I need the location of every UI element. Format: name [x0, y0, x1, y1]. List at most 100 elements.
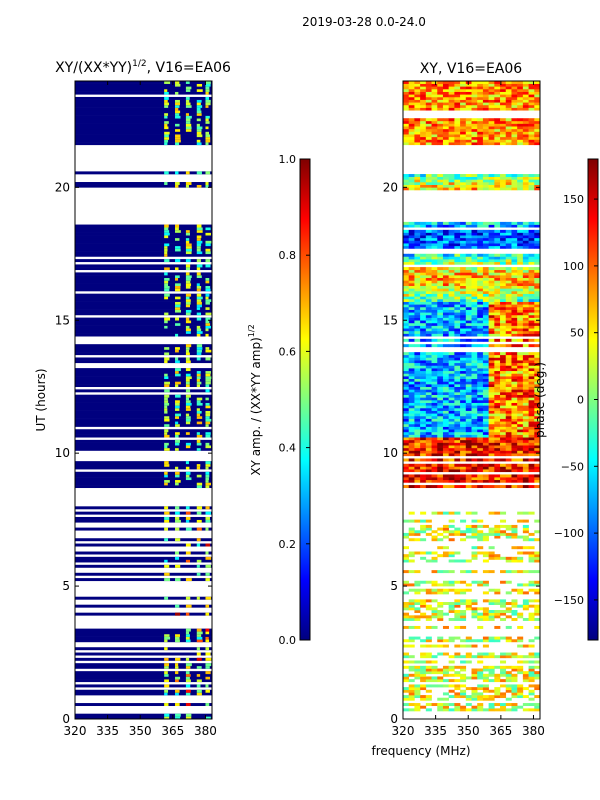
right-heatmap-cell — [414, 450, 421, 454]
right-heatmap-cell — [465, 676, 472, 680]
right-heatmap-cell — [465, 123, 472, 127]
right-heatmap-cell — [460, 314, 467, 318]
left-heatmap-cell — [164, 511, 170, 515]
right-heatmap-cell — [465, 259, 472, 263]
right-heatmap-cell — [448, 442, 455, 446]
right-heatmap-cell — [465, 636, 472, 640]
right-heatmap-cell — [500, 394, 507, 398]
right-heatmap-cell — [517, 298, 524, 302]
right-heatmap-cell — [442, 386, 449, 390]
right-heatmap-cell — [528, 142, 535, 146]
right-heatmap-cell — [414, 312, 421, 316]
right-heatmap-cell — [465, 450, 472, 454]
right-heatmap-cell — [477, 580, 484, 584]
right-heatmap-cell — [437, 705, 444, 709]
left-heatmap-cell — [196, 628, 202, 632]
right-heatmap-cell — [534, 445, 540, 449]
right-heatmap-cell — [488, 378, 495, 382]
right-heatmap-cell — [465, 221, 472, 225]
right-heatmap-cell — [511, 314, 518, 318]
right-heatmap-cell — [534, 330, 540, 334]
left-heatmap-cell — [185, 182, 192, 185]
left-heatmap-row — [75, 360, 212, 364]
right-heatmap-cell — [505, 184, 512, 188]
right-heatmap-cell — [414, 96, 421, 100]
right-heatmap-cell — [488, 328, 495, 332]
right-heatmap-cell — [522, 142, 529, 146]
right-heatmap-cell — [528, 546, 535, 550]
right-heatmap-cell — [505, 136, 512, 140]
right-heatmap-cell — [431, 386, 438, 390]
right-heatmap-cell — [420, 511, 427, 515]
right-heatmap-cell — [448, 639, 455, 643]
left-heatmap-cell — [196, 285, 202, 289]
left-heatmap-cell — [185, 378, 190, 382]
right-heatmap-cell — [454, 439, 461, 443]
right-heatmap-cell — [460, 362, 467, 366]
left-heatmap-cell — [175, 482, 179, 486]
right-heatmap-cell — [420, 267, 427, 271]
right-heatmap-cell — [494, 256, 501, 260]
right-heatmap-cell — [465, 333, 472, 337]
right-heatmap-cell — [403, 245, 410, 249]
right-heatmap-cell — [442, 128, 449, 132]
right-heatmap-cell — [420, 378, 427, 382]
right-heatmap-cell — [511, 703, 518, 707]
right-heatmap-cell — [420, 224, 427, 228]
left-heatmap-cell — [196, 251, 203, 255]
right-heatmap-cell — [471, 418, 478, 422]
right-heatmap-cell — [482, 450, 489, 454]
right-heatmap-cell — [471, 232, 478, 236]
right-heatmap-cell — [448, 118, 455, 122]
right-heatmap-cell — [505, 259, 512, 263]
right-heatmap-cell — [494, 469, 501, 473]
right-heatmap-cell — [442, 437, 449, 441]
right-heatmap-cell — [420, 174, 427, 177]
right-heatmap-cell — [403, 410, 410, 414]
right-heatmap-cell — [494, 235, 501, 239]
right-heatmap-cell — [431, 570, 438, 574]
right-heatmap-cell — [414, 338, 421, 342]
right-heatmap-cell — [448, 394, 455, 398]
right-heatmap-cell — [500, 671, 507, 675]
right-heatmap-cell — [403, 187, 410, 191]
right-heatmap-cell — [442, 625, 449, 629]
right-heatmap-cell — [482, 283, 489, 286]
left-heatmap-cell — [205, 410, 211, 414]
right-heatmap-cell — [431, 317, 438, 321]
right-heatmap-cell — [500, 415, 507, 419]
right-heatmap-cell — [494, 708, 501, 712]
right-heatmap-cell — [465, 88, 472, 92]
right-heatmap-cell — [494, 588, 501, 592]
left-heatmap-cell — [205, 248, 211, 252]
right-heatmap-cell — [505, 447, 512, 451]
right-heatmap-cell — [414, 221, 421, 225]
left-heatmap-cell — [196, 283, 200, 286]
right-heatmap-cell — [460, 88, 467, 92]
right-heatmap-cell — [471, 485, 478, 489]
right-heatmap-cell — [425, 708, 432, 712]
right-ytick-label: 5 — [390, 579, 398, 593]
right-heatmap-cell — [477, 413, 484, 417]
right-heatmap-cell — [460, 421, 467, 425]
left-heatmap-cell — [185, 120, 191, 124]
right-heatmap-cell — [511, 107, 518, 111]
right-heatmap-cell — [403, 554, 410, 558]
right-heatmap-cell — [477, 546, 484, 550]
right-heatmap-cell — [460, 139, 467, 143]
right-heatmap-cell — [403, 418, 410, 422]
right-heatmap-cell — [431, 118, 438, 122]
right-heatmap-cell — [437, 317, 444, 321]
right-heatmap-cell — [471, 397, 478, 401]
right-heatmap-cell — [437, 668, 444, 672]
right-heatmap-cell — [460, 320, 467, 324]
left-heatmap-row — [75, 684, 212, 688]
right-heatmap-cell — [414, 182, 421, 185]
right-heatmap-cell — [454, 312, 461, 316]
right-heatmap-cell — [465, 413, 472, 417]
right-heatmap-cell — [500, 362, 507, 366]
right-heatmap-cell — [403, 583, 410, 587]
right-heatmap-cell — [471, 81, 478, 84]
left-heatmap-cell — [175, 81, 180, 84]
right-heatmap-cell — [528, 604, 535, 608]
